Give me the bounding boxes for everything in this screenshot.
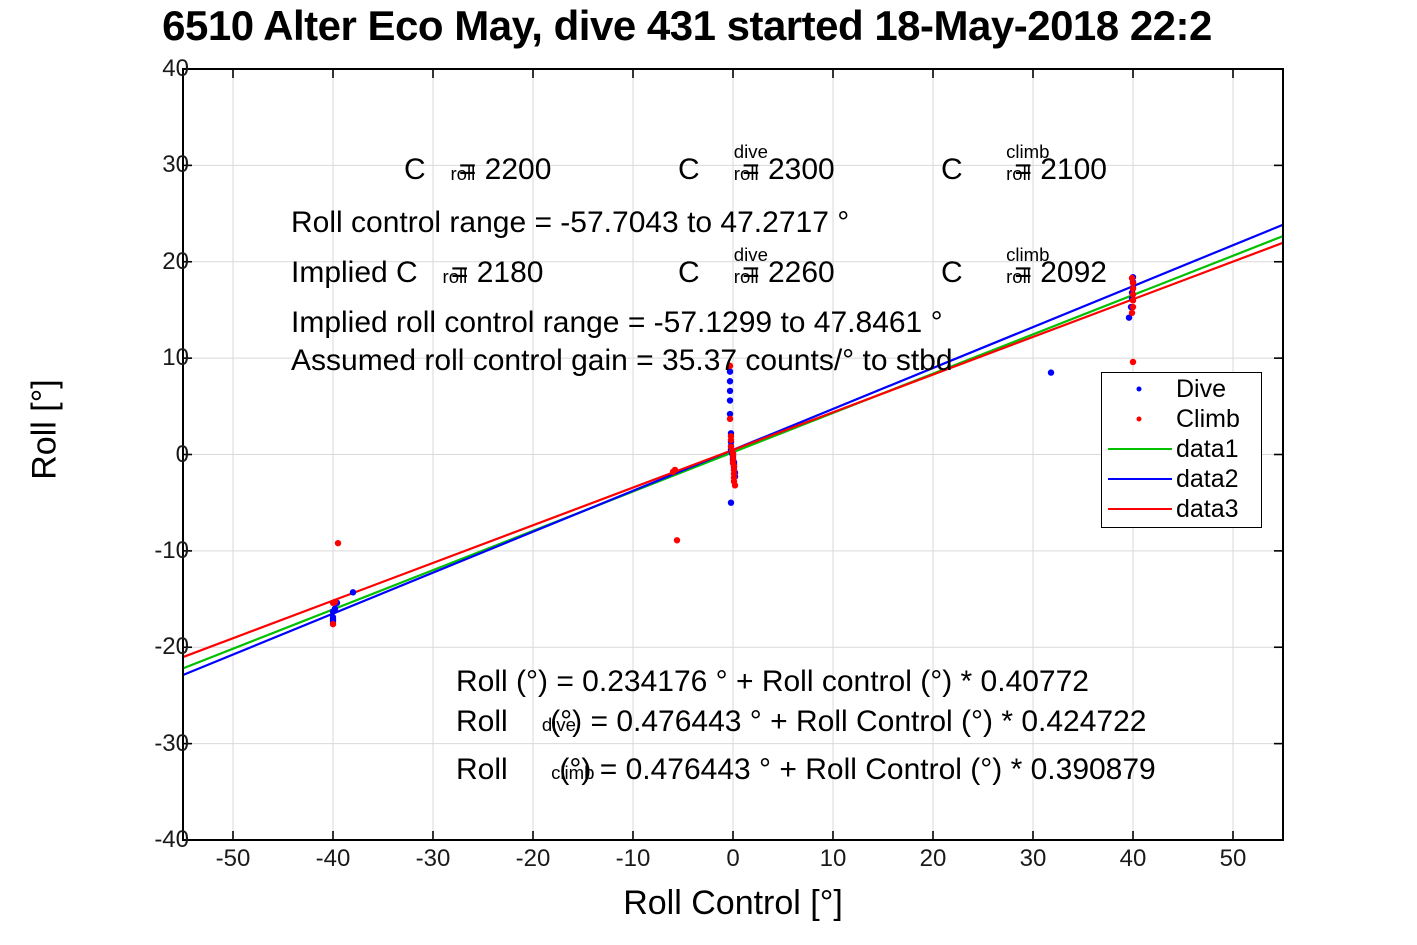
annotation-c-roll-dive: Cdiverolldive = 2300 — [678, 141, 835, 186]
legend-line-icon — [1108, 478, 1172, 480]
y-tick-label: -10 — [154, 536, 189, 564]
equation-roll-climb: Rollclimbclimb (°) = 0.476443 ° + Roll C… — [456, 753, 1156, 786]
roll-climb-symbol: Rollclimbclimb — [456, 753, 595, 786]
data-point-climb — [331, 598, 339, 606]
c-roll-dive-symbol: Cdiverolldive — [678, 141, 768, 186]
equation-roll-dive: Rolldivedive (°) = 0.476443 ° + Roll Con… — [456, 705, 1147, 738]
legend-label: data3 — [1176, 494, 1239, 523]
x-tick-label: 10 — [819, 845, 847, 872]
y-tick-label: 10 — [162, 344, 189, 372]
data-point-dive — [726, 378, 734, 385]
legend-item-data1[interactable]: data1 — [1102, 434, 1261, 464]
legend-swatch-dive — [1102, 374, 1176, 404]
annotation-implied-c-roll: Implied Crollroll = 2180 — [291, 256, 544, 289]
data-point-climb — [671, 466, 679, 474]
legend-swatch-data3 — [1102, 494, 1176, 524]
legend-line-icon — [1108, 508, 1172, 510]
data-point-climb — [1129, 358, 1137, 366]
x-tick-label: -40 — [315, 845, 351, 872]
y-tick-label: -40 — [154, 826, 189, 853]
annotation-c-roll: Crollroll = 2200 — [404, 153, 552, 186]
x-tick-label: 50 — [1219, 845, 1247, 872]
annotation-implied-c-roll-dive: Cdiverolldive = 2260 — [678, 244, 835, 289]
data-point-climb — [726, 362, 734, 370]
data-point-climb — [329, 620, 337, 628]
x-tick-label: 30 — [1019, 845, 1047, 872]
legend-dot-icon — [1136, 386, 1142, 392]
y-tick-label: -30 — [154, 729, 189, 757]
data-point-climb — [1128, 274, 1136, 282]
legend-label: data2 — [1176, 464, 1239, 493]
x-tick-label: 40 — [1119, 845, 1147, 872]
x-tick-label: -10 — [615, 845, 651, 872]
x-axis-label: Roll Control [°] — [623, 884, 843, 922]
data-point-climb — [1129, 303, 1137, 311]
legend-item-climb[interactable]: Climb — [1102, 404, 1261, 434]
x-tick-label: -30 — [415, 845, 451, 872]
implied-c-roll-symbol: Implied Crollroll — [291, 256, 468, 289]
legend-item-data2[interactable]: data2 — [1102, 464, 1261, 494]
data-point-dive — [726, 410, 734, 418]
y-axis-label: Roll [°] — [25, 379, 64, 480]
data-point-climb — [1129, 285, 1137, 292]
y-tick-label: 40 — [162, 55, 189, 82]
y-tick-label: 0 — [175, 440, 189, 468]
data-point-climb — [727, 436, 735, 444]
data-point-climb — [731, 482, 739, 489]
x-tick-label: -50 — [215, 845, 251, 872]
legend-swatch-data1 — [1102, 434, 1176, 464]
chart-legend[interactable]: Dive Climb data1 data2 data3 — [1101, 372, 1262, 528]
legend-swatch-data2 — [1102, 464, 1176, 494]
equation-roll: Roll (°) = 0.234176 ° + Roll control (°)… — [456, 665, 1089, 698]
data-point-dive — [349, 589, 357, 596]
implied-c-roll-dive-symbol: Cdiverolldive — [678, 244, 768, 289]
annotation-roll-control-range: Roll control range = -57.7043 to 47.2717… — [291, 206, 850, 239]
annotation-implied-c-roll-climb: Cclimbrollclimb = 2092 — [941, 244, 1107, 289]
c-roll-symbol: Crollroll — [404, 153, 476, 186]
data-point-dive — [1047, 369, 1055, 376]
roll-dive-symbol: Rolldivedive — [456, 705, 576, 738]
data-point-climb — [1129, 279, 1137, 287]
y-tick-label: 30 — [162, 151, 189, 179]
legend-line-icon — [1108, 448, 1172, 450]
x-tick-label: -20 — [515, 845, 551, 872]
legend-dot-icon — [1136, 416, 1142, 422]
chart-title: 6510 Alter Eco May, dive 431 started 18-… — [162, 2, 1212, 49]
data-point-climb — [1128, 309, 1136, 317]
data-point-climb — [673, 537, 681, 544]
legend-label: data1 — [1176, 434, 1239, 463]
legend-label: Dive — [1176, 374, 1227, 403]
y-tick-label: 20 — [162, 247, 189, 275]
axis-frame — [182, 68, 1284, 841]
data-point-dive — [726, 397, 734, 404]
annotation-assumed-gain: Assumed roll control gain = 35.37 counts… — [291, 344, 953, 377]
data-point-climb — [334, 539, 342, 547]
data-point-dive — [726, 387, 734, 395]
y-tick-label: -20 — [154, 633, 189, 661]
data-point-dive — [727, 499, 735, 506]
legend-swatch-climb — [1102, 404, 1176, 434]
legend-label: Climb — [1176, 404, 1240, 433]
annotation-c-roll-climb: Cclimbrollclimb = 2100 — [941, 141, 1107, 186]
x-tick-label: 0 — [726, 845, 740, 872]
annotation-implied-roll-control-range: Implied roll control range = -57.1299 to… — [291, 306, 943, 339]
implied-c-roll-climb-symbol: Cclimbrollclimb — [941, 244, 1050, 289]
x-tick-label: 20 — [919, 845, 947, 872]
data-point-climb — [726, 415, 734, 423]
c-roll-climb-symbol: Cclimbrollclimb — [941, 141, 1050, 186]
data-point-dive — [1125, 314, 1133, 321]
data-point-dive — [726, 368, 734, 375]
data-point-climb — [1129, 291, 1137, 298]
legend-item-dive[interactable]: Dive — [1102, 374, 1261, 404]
legend-item-data3[interactable]: data3 — [1102, 494, 1261, 524]
scatter-points — [329, 273, 1137, 628]
data-point-dive — [331, 605, 339, 612]
data-point-climb — [1129, 297, 1137, 304]
